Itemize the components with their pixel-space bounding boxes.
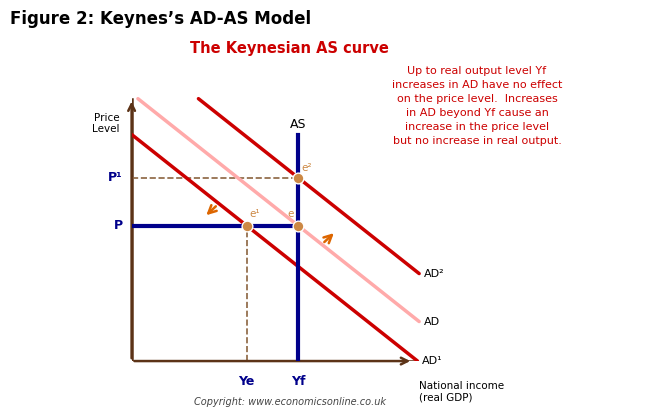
Text: Ye: Ye xyxy=(238,375,255,388)
Text: e²: e² xyxy=(301,163,312,173)
Text: AD¹: AD¹ xyxy=(422,356,443,366)
Text: AS: AS xyxy=(290,118,307,131)
Text: Yf: Yf xyxy=(291,375,305,388)
Text: e: e xyxy=(288,210,294,220)
Text: e¹: e¹ xyxy=(249,210,260,220)
Text: P¹: P¹ xyxy=(108,171,122,184)
Text: National income
(real GDP): National income (real GDP) xyxy=(419,381,504,403)
Point xyxy=(293,174,303,181)
Text: AD: AD xyxy=(424,317,440,327)
Text: Figure 2: Keynes’s AD-AS Model: Figure 2: Keynes’s AD-AS Model xyxy=(10,10,311,28)
Text: The Keynesian AS curve: The Keynesian AS curve xyxy=(190,42,389,56)
Text: P: P xyxy=(113,219,122,232)
Text: AD²: AD² xyxy=(424,269,444,278)
Point xyxy=(293,222,303,229)
Text: Copyright: www.economicsonline.co.uk: Copyright: www.economicsonline.co.uk xyxy=(193,397,386,407)
Point xyxy=(241,222,252,229)
Text: Up to real output level Yf
increases in AD have no effect
on the price level.  I: Up to real output level Yf increases in … xyxy=(392,66,562,146)
Text: Price
Level: Price Level xyxy=(92,113,120,134)
